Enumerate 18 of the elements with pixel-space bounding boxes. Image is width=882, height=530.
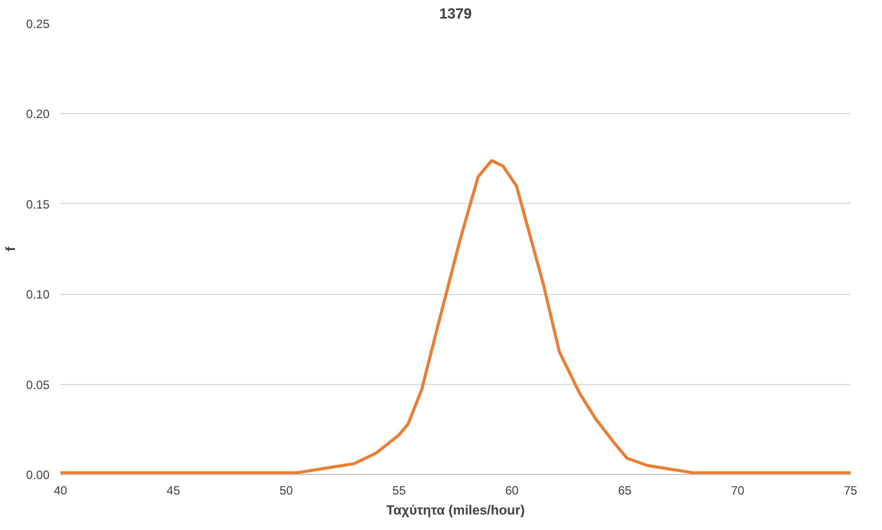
x-axis-title: Ταχύτητα (miles/hour) [386, 502, 525, 518]
x-tick-label: 55 [392, 484, 406, 498]
y-tick-label: 0.25 [26, 17, 50, 31]
x-tick-label: 75 [844, 484, 858, 498]
x-tick-label: 50 [280, 484, 294, 498]
y-axis-title: f [3, 246, 18, 252]
line-series [60, 159, 850, 474]
chart-title: 1379 [439, 6, 472, 22]
x-tick-label: 70 [730, 484, 745, 498]
x-tick-label: 65 [618, 484, 632, 498]
y-tick-label: 0.00 [26, 468, 50, 482]
y-tick-label: 0.05 [26, 378, 50, 392]
y-tick-label: 0.10 [26, 288, 50, 302]
x-tick-label: 45 [166, 484, 180, 498]
y-tick-label: 0.20 [26, 107, 50, 122]
y-tick-label: 0.15 [26, 197, 50, 212]
x-tick-label: 40 [54, 484, 68, 498]
x-tick-label: 60 [505, 484, 519, 498]
